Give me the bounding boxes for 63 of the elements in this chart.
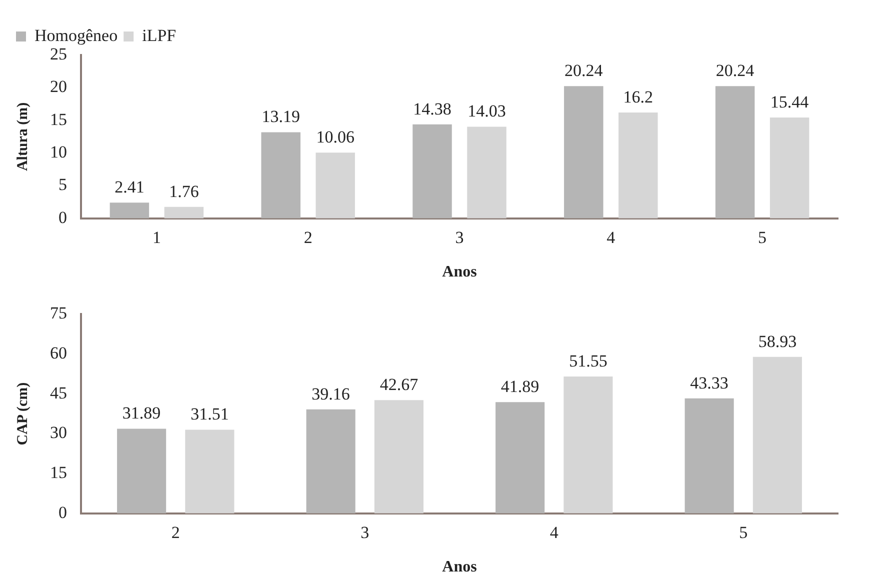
legend-label: Homogêneo (34, 26, 118, 45)
y-tick-label: 45 (50, 383, 67, 402)
x-tick-label: 2 (171, 523, 180, 542)
bar (770, 117, 810, 218)
data-label: 41.89 (500, 377, 540, 396)
x-tick-label: 3 (455, 228, 464, 248)
bar (164, 206, 204, 218)
x-axis-title: Anos (442, 558, 477, 576)
bar (684, 398, 734, 514)
data-label: 16.2 (623, 87, 654, 106)
x-tick-label: 1 (152, 228, 161, 248)
y-axis-title: Altura (m) (14, 102, 31, 172)
data-label: 58.93 (758, 332, 797, 351)
x-tick-label: 2 (304, 228, 312, 248)
y-tick-label: 5 (58, 175, 67, 194)
data-label: 14.03 (468, 102, 506, 121)
legend-label: iLPF (142, 26, 176, 45)
bar (110, 202, 150, 218)
bar (564, 86, 604, 218)
bar (117, 428, 166, 514)
bar (374, 400, 424, 514)
y-tick-label: 10 (50, 142, 67, 162)
data-label: 13.19 (262, 107, 300, 126)
data-label: 15.44 (770, 92, 810, 112)
data-label: 1.76 (169, 182, 199, 201)
bar (306, 409, 356, 514)
y-tick-label: 75 (50, 304, 67, 323)
data-label: 51.55 (569, 351, 608, 370)
y-tick-label: 30 (50, 423, 67, 442)
bar (185, 430, 234, 514)
x-tick-label: 5 (758, 228, 767, 248)
y-tick-label: 0 (58, 502, 67, 522)
bar (496, 402, 545, 514)
y-tick-label: 25 (50, 44, 67, 64)
bar (467, 126, 506, 218)
y-tick-label: 15 (50, 110, 67, 129)
x-tick-label: 4 (550, 523, 559, 542)
data-label: 39.16 (312, 384, 350, 404)
data-label: 20.24 (564, 61, 604, 80)
data-label: 10.06 (316, 128, 354, 147)
data-label: 14.38 (413, 99, 452, 118)
y-tick-label: 0 (58, 208, 67, 227)
y-tick-label: 60 (50, 344, 67, 363)
x-tick-label: 5 (739, 523, 748, 542)
data-label: 31.51 (190, 404, 229, 424)
bar (752, 356, 802, 514)
y-axis-title: CAP (cm) (14, 382, 31, 446)
x-tick-label: 3 (360, 523, 370, 542)
y-tick-label: 15 (50, 463, 67, 482)
data-label: 31.89 (122, 404, 161, 423)
data-label: 42.67 (380, 375, 419, 394)
data-label: 2.41 (114, 178, 144, 197)
x-axis-title: Anos (442, 264, 477, 281)
x-tick-label: 4 (606, 228, 616, 248)
data-label: 20.24 (716, 61, 755, 80)
bar (261, 132, 300, 218)
bar (618, 112, 658, 218)
bar (564, 376, 613, 514)
bar (715, 86, 755, 218)
bar (412, 124, 452, 218)
bar (316, 152, 355, 218)
y-tick-label: 20 (50, 77, 67, 96)
data-label: 43.33 (690, 373, 728, 392)
